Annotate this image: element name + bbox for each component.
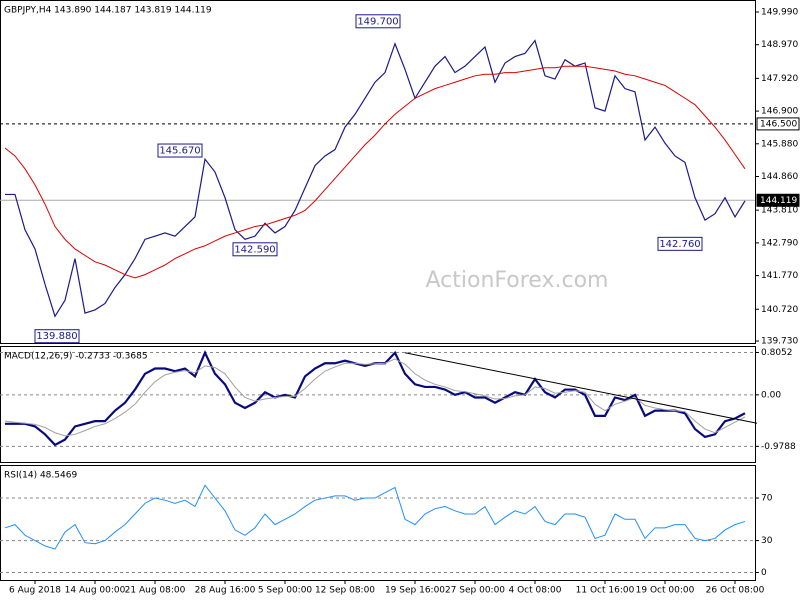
trend-line	[404, 352, 758, 424]
annotation-label: 149.700	[357, 16, 398, 27]
series-line	[4, 65, 746, 279]
panel-title: MACD(12,26,9) -0.2733 -0.3685	[4, 352, 148, 362]
y-tick-label: 145.880	[761, 139, 798, 149]
series-line	[4, 358, 746, 437]
y-tick-label: 147.920	[761, 74, 798, 84]
y-tick-label: 144.860	[761, 172, 798, 182]
panel-title: RSI(14) 48.5469	[4, 471, 77, 481]
y-tick-label: 142.790	[761, 238, 798, 248]
annotation-label: 139.880	[36, 331, 77, 342]
x-tick-label: 21 Aug 08:00	[125, 586, 186, 596]
level-label: 144.119	[760, 196, 797, 206]
level-label-box	[756, 117, 800, 131]
x-tick-label: 6 Aug 2018	[9, 586, 61, 596]
y-tick-label: 0.8052	[761, 348, 793, 358]
y-tick-label: 148.970	[761, 40, 798, 50]
x-tick-label: 27 Sep 00:00	[445, 586, 505, 596]
x-tick-label: 26 Oct 08:00	[706, 586, 765, 596]
y-tick-label: 30	[761, 536, 773, 546]
x-tick-label: 14 Aug 00:00	[65, 586, 126, 596]
annotation-box	[34, 329, 80, 344]
annotation-box	[232, 242, 278, 257]
series-line	[5, 39, 746, 318]
annotation-label: 142.760	[659, 239, 700, 250]
x-tick-label: 19 Oct 00:00	[636, 586, 695, 596]
annotation-box	[657, 236, 703, 251]
y-tick-label: 0	[761, 568, 767, 578]
panel-frame	[0, 346, 756, 463]
y-tick-label: 140.720	[761, 305, 798, 315]
annotation-label: 142.590	[234, 244, 275, 255]
series-line	[5, 350, 746, 447]
series-line	[4, 484, 746, 550]
panel-frame	[0, 465, 756, 581]
x-tick-label: 4 Oct 08:00	[509, 586, 562, 596]
watermark: ActionForex.com	[426, 268, 609, 293]
panel-title: GBPJPY,H4 143.890 144.187 143.819 144.11…	[4, 6, 212, 16]
y-tick-label: 70	[761, 494, 773, 504]
panel-frame	[0, 0, 756, 344]
y-tick-label: 0.00	[761, 390, 781, 400]
y-tick-label: -0.9788	[761, 442, 796, 452]
x-tick-label: 12 Sep 08:00	[315, 586, 375, 596]
annotation-box	[157, 143, 203, 158]
y-tick-label: 139.730	[761, 337, 798, 347]
annotation-box	[355, 14, 401, 29]
y-tick-label: 143.810	[761, 206, 798, 216]
level-label-box	[756, 193, 800, 207]
x-tick-label: 11 Oct 16:00	[576, 586, 635, 596]
x-tick-label: 28 Aug 16:00	[195, 586, 256, 596]
level-label: 146.500	[760, 119, 797, 129]
y-tick-label: 146.900	[761, 107, 798, 117]
y-tick-label: 141.770	[761, 271, 798, 281]
x-tick-label: 5 Sep 00:00	[258, 586, 313, 596]
annotation-label: 145.670	[159, 146, 200, 157]
y-tick-label: 149.990	[761, 7, 798, 17]
x-tick-label: 19 Sep 16:00	[385, 586, 445, 596]
